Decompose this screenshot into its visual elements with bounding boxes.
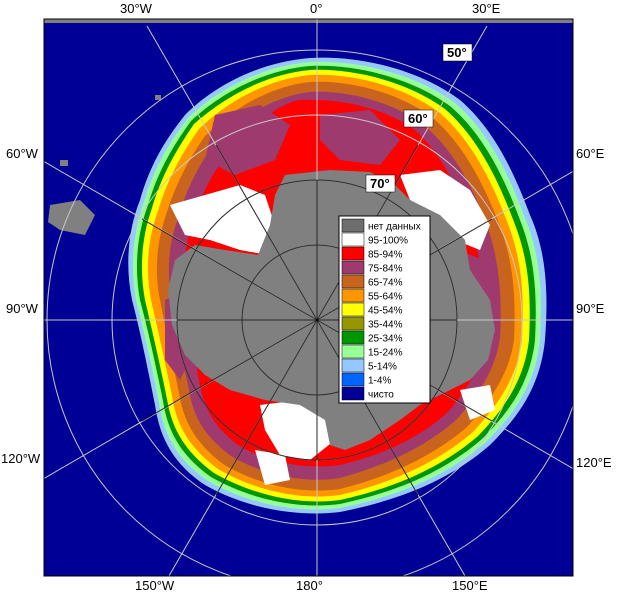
legend-swatch: [341, 288, 365, 303]
ice-band-95-100: [460, 385, 495, 420]
lon-label-120w: 120°W: [1, 451, 41, 466]
legend-swatch: [341, 358, 365, 373]
lon-label-120e: 120°E: [576, 455, 612, 470]
legend-label: 5-14%: [368, 362, 397, 373]
legend-swatch: [341, 386, 365, 401]
ice-band-95-100: [255, 450, 290, 485]
legend-swatch: [341, 372, 365, 387]
lat-label-50: 50°: [447, 45, 467, 60]
lon-label-150e: 150°E: [452, 578, 488, 593]
legend-label: 85-94%: [368, 250, 403, 261]
map-frame: [43, 18, 574, 577]
legend-label: 65-74%: [368, 278, 403, 289]
lon-label-150w: 150°W: [135, 578, 175, 593]
island: [155, 95, 161, 100]
legend-label: 25-34%: [368, 334, 403, 345]
island: [60, 160, 68, 166]
lat-label-70-box: [365, 174, 396, 193]
legend-swatch: [341, 260, 365, 275]
legend-swatch: [341, 316, 365, 331]
lon-label-90e: 90°E: [576, 301, 605, 316]
lon-label-90w: 90°W: [6, 301, 39, 316]
legend-label: 15-24%: [368, 348, 403, 359]
legend-swatch: [341, 330, 365, 345]
ice-patch-75-84: [320, 110, 400, 165]
south-america-land: [48, 200, 95, 235]
legend-swatch: [341, 344, 365, 359]
lon-label-60e: 60°E: [576, 146, 605, 161]
lat-label-60-box: [403, 109, 434, 128]
legend-swatch: [341, 302, 365, 317]
legend-swatch: [341, 218, 365, 233]
lon-label-30e: 30°E: [472, 1, 501, 16]
legend-swatch: [341, 246, 365, 261]
ice-patch-75-84: [205, 105, 290, 175]
no-data-strip: [44, 19, 573, 23]
legend-label: 55-64%: [368, 292, 403, 303]
lon-label-180: 180°: [296, 578, 323, 593]
lat-label-60: 60°: [408, 111, 428, 126]
legend-label: 45-54%: [368, 306, 403, 317]
ice-band-95-100: [400, 170, 490, 250]
lon-label-60w: 60°W: [6, 146, 39, 161]
lat-label-50-box: [442, 43, 473, 62]
legend-label: нет данных: [368, 222, 421, 233]
legend-label: 1-4%: [368, 376, 391, 387]
legend-label: чисто: [368, 390, 394, 401]
legend-swatch: [341, 274, 365, 289]
legend-label: 95-100%: [368, 236, 408, 247]
lat-label-70: 70°: [370, 176, 390, 191]
legend: нет данных 95-100% 85-94% 75-84% 65-74% 55-64…: [338, 215, 431, 404]
legend-swatch: [341, 232, 365, 247]
legend-label: 35-44%: [368, 320, 403, 331]
lon-label-30w: 30°W: [120, 1, 153, 16]
lon-label-0: 0°: [310, 1, 322, 16]
legend-label: 75-84%: [368, 264, 403, 275]
